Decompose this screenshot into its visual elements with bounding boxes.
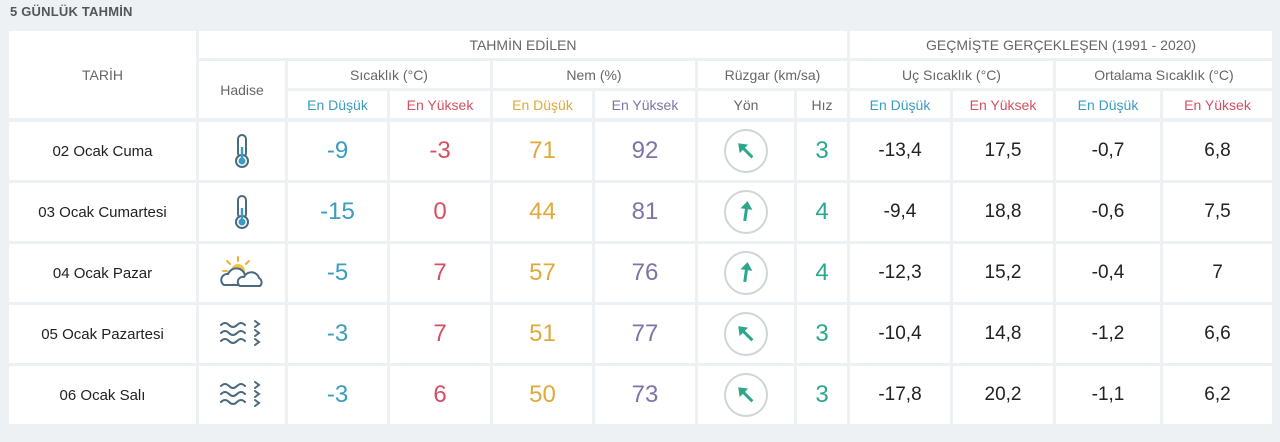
temp-max: 0 [390,183,490,241]
avg-min: -1,1 [1056,366,1160,424]
header-hadise: Hadise [199,61,285,118]
extreme-min: -12,3 [850,244,950,302]
arrow-north-icon [740,201,753,222]
header-tarih: TARİH [9,31,196,118]
header-extreme-min: En Düşük [850,91,950,118]
temp-min: -3 [288,366,387,424]
extreme-min: -13,4 [850,122,950,180]
haze-icon [199,366,285,424]
temp-min: -3 [288,305,387,363]
row-date: 04 Ocak Pazar [9,244,196,302]
avg-max: 7,5 [1163,183,1272,241]
wind-direction [698,366,794,424]
arrow-north-icon [740,262,753,283]
header-avg-max: En Yüksek [1163,91,1272,118]
header-gecmiste: GEÇMİŞTE GERÇEKLEŞEN (1991 - 2020) [850,31,1272,58]
avg-max: 6,2 [1163,366,1272,424]
header-avg-min: En Düşük [1056,91,1160,118]
partly-cloudy-icon [199,244,285,302]
wind-speed: 4 [797,244,847,302]
humidity-max: 73 [595,366,695,424]
humidity-max: 77 [595,305,695,363]
avg-min: -1,2 [1056,305,1160,363]
arrow-northwest-icon [738,143,754,159]
header-ortalama-sicaklik: Ortalama Sıcaklık (°C) [1056,61,1272,88]
header-nem: Nem (%) [493,61,695,88]
header-temp-min: En Düşük [288,91,387,118]
humidity-min: 50 [493,366,592,424]
header-ruzgar: Rüzgar (km/sa) [698,61,847,88]
humidity-min: 44 [493,183,592,241]
row-date: 06 Ocak Salı [9,366,196,424]
temp-max: 7 [390,244,490,302]
temp-max: -3 [390,122,490,180]
header-yon: Yön [698,91,794,118]
page-title: 5 GÜNLÜK TAHMİN [10,4,133,19]
header-uc-sicaklik: Uç Sıcaklık (°C) [850,61,1053,88]
header-hum-min: En Düşük [493,91,592,118]
row-date: 05 Ocak Pazartesi [9,305,196,363]
header-hum-max: En Yüksek [595,91,695,118]
arrow-northwest-icon [738,387,754,403]
avg-max: 7 [1163,244,1272,302]
avg-max: 6,6 [1163,305,1272,363]
wind-direction [698,183,794,241]
extreme-max: 14,8 [953,305,1053,363]
extreme-max: 15,2 [953,244,1053,302]
avg-max: 6,8 [1163,122,1272,180]
humidity-min: 71 [493,122,592,180]
temp-min: -9 [288,122,387,180]
wind-direction [698,244,794,302]
extreme-min: -10,4 [850,305,950,363]
forecast-table: TARİH TAHMİN EDİLEN GEÇMİŞTE GERÇEKLEŞEN… [9,31,1272,430]
extreme-max: 20,2 [953,366,1053,424]
extreme-min: -9,4 [850,183,950,241]
humidity-max: 92 [595,122,695,180]
header-extreme-max: En Yüksek [953,91,1053,118]
avg-min: -0,6 [1056,183,1160,241]
temp-max: 7 [390,305,490,363]
row-date: 02 Ocak Cuma [9,122,196,180]
wind-direction [698,122,794,180]
wind-speed: 3 [797,366,847,424]
avg-min: -0,4 [1056,244,1160,302]
humidity-min: 51 [493,305,592,363]
header-temp-max: En Yüksek [390,91,490,118]
header-hiz: Hız [797,91,847,118]
header-tahmin-edilen: TAHMİN EDİLEN [199,31,847,58]
header-sicaklik: Sıcaklık (°C) [288,61,490,88]
arrow-northwest-icon [738,326,754,342]
wind-speed: 3 [797,122,847,180]
haze-icon [199,305,285,363]
wind-speed: 3 [797,305,847,363]
thermometer-icon [199,122,285,180]
avg-min: -0,7 [1056,122,1160,180]
extreme-min: -17,8 [850,366,950,424]
wind-speed: 4 [797,183,847,241]
wind-direction [698,305,794,363]
humidity-max: 76 [595,244,695,302]
temp-min: -15 [288,183,387,241]
extreme-max: 18,8 [953,183,1053,241]
temp-max: 6 [390,366,490,424]
humidity-max: 81 [595,183,695,241]
humidity-min: 57 [493,244,592,302]
row-date: 03 Ocak Cumartesi [9,183,196,241]
thermometer-icon [199,183,285,241]
temp-min: -5 [288,244,387,302]
extreme-max: 17,5 [953,122,1053,180]
